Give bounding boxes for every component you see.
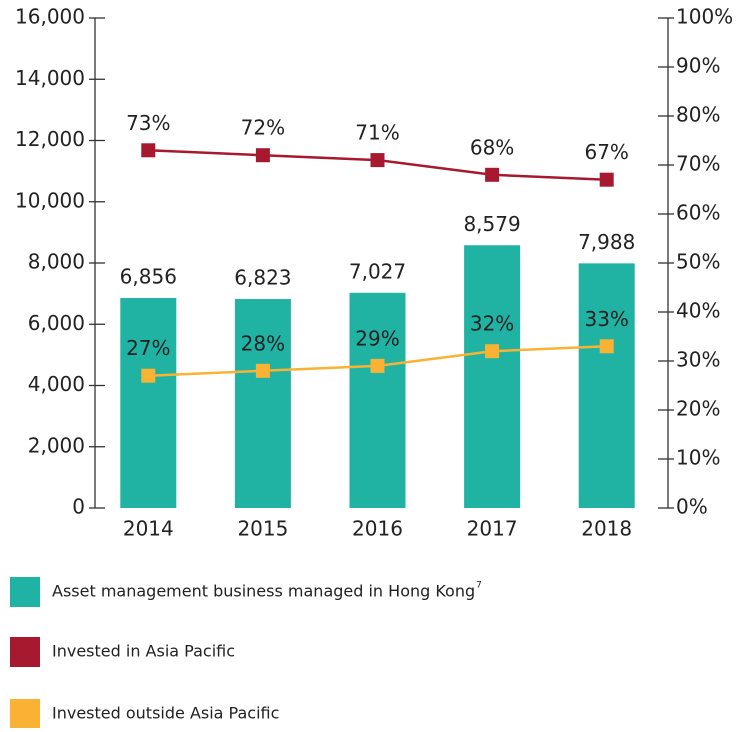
y2-tick-label: 50% [676, 250, 720, 274]
line-label: 29% [355, 326, 399, 350]
bar-label: 7,988 [578, 230, 635, 254]
line-marker [485, 344, 500, 359]
line-label: 72% [241, 116, 285, 140]
legend-label: Invested outside Asia Pacific [52, 704, 279, 723]
y2-tick-label: 60% [676, 201, 720, 225]
y2-tick-label: 100% [676, 5, 733, 29]
y-tick-label: 16,000 [15, 5, 85, 29]
line-marker [255, 363, 270, 378]
y-tick-label: 12,000 [15, 127, 85, 151]
legend-swatch [10, 577, 40, 607]
x-tick-label: 2017 [467, 517, 518, 541]
line-label: 33% [584, 307, 628, 331]
legend-swatch [10, 699, 40, 729]
legend-swatch [10, 637, 40, 667]
y2-tick-label: 20% [676, 397, 720, 421]
line-label: 32% [470, 312, 514, 336]
line-label: 73% [126, 111, 170, 135]
x-tick-label: 2018 [581, 517, 632, 541]
y-tick-label: 6,000 [28, 311, 85, 335]
x-tick-label: 2016 [352, 517, 403, 541]
y2-tick-label: 30% [676, 348, 720, 372]
y-tick-label: 14,000 [15, 66, 85, 90]
line-marker [599, 172, 614, 187]
y2-tick-label: 0% [676, 495, 708, 519]
x-tick-label: 2015 [237, 517, 288, 541]
y2-tick-label: 40% [676, 299, 720, 323]
y2-tick-label: 80% [676, 103, 720, 127]
legend-footnote: 7 [476, 581, 482, 591]
y2-tick-label: 90% [676, 54, 720, 78]
line-marker [599, 339, 614, 354]
line-label: 71% [355, 121, 399, 145]
line-label: 68% [470, 135, 514, 159]
line-marker [370, 358, 385, 373]
bar-label: 6,856 [120, 265, 177, 289]
y-tick-label: 2,000 [28, 433, 85, 457]
line-marker [255, 148, 270, 163]
y2-tick-label: 70% [676, 152, 720, 176]
y2-tick-label: 10% [676, 446, 720, 470]
y-tick-label: 4,000 [28, 372, 85, 396]
y-tick-label: 10,000 [15, 188, 85, 212]
bar [464, 245, 521, 508]
bar-label: 6,823 [234, 266, 291, 290]
legend-label: Invested in Asia Pacific [52, 642, 235, 661]
line-marker [370, 153, 385, 168]
bar [234, 299, 291, 508]
y-tick-label: 0 [72, 495, 85, 519]
bar [578, 263, 635, 508]
x-tick-label: 2014 [123, 517, 174, 541]
line-label: 28% [241, 331, 285, 355]
bar-label: 8,579 [463, 212, 520, 236]
line-marker [485, 167, 500, 182]
line-label: 67% [584, 140, 628, 164]
line-marker [141, 368, 156, 383]
bar [349, 292, 406, 508]
y-tick-label: 8,000 [28, 250, 85, 274]
legend-label: Asset management business managed in Hon… [52, 582, 475, 601]
bar [120, 298, 177, 508]
bar-label: 7,027 [349, 259, 406, 283]
line-label: 27% [126, 336, 170, 360]
line-marker [141, 143, 156, 158]
